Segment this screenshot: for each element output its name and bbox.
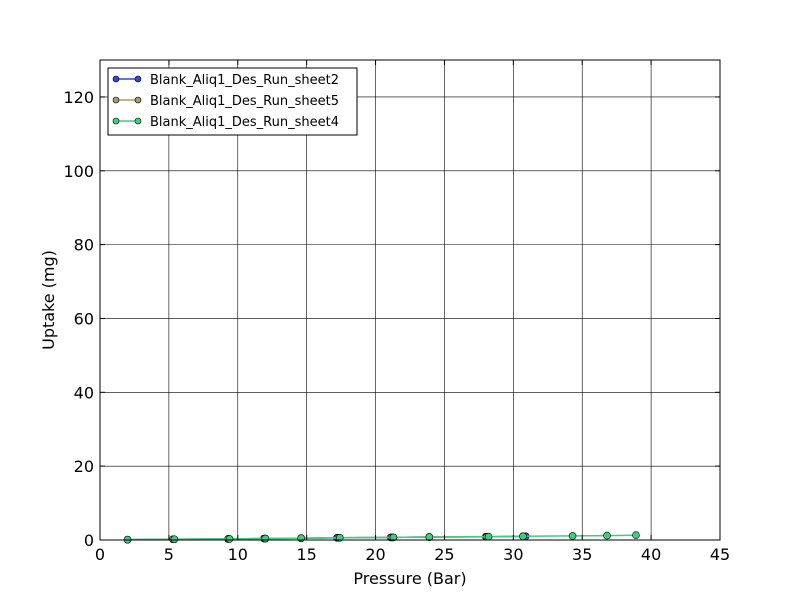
- x-tick-label: 25: [434, 545, 454, 564]
- x-tick-label: 45: [710, 545, 730, 564]
- legend-swatch-marker: [112, 75, 120, 83]
- plot-area: [100, 60, 720, 540]
- x-tick-label: 10: [228, 545, 248, 564]
- legend-label: Blank_Aliq1_Des_Run_sheet4: [150, 115, 339, 130]
- x-tick-label: 15: [296, 545, 316, 564]
- data-point: [225, 535, 234, 543]
- data-point: [568, 532, 577, 540]
- y-tick-label: 40: [74, 383, 94, 402]
- legend-swatch-marker: [134, 96, 142, 104]
- legend-swatch-marker: [134, 75, 142, 83]
- legend-box: [107, 67, 358, 136]
- plot-frame: [99, 59, 721, 541]
- legend-item: Blank_Aliq1_Des_Run_sheet2: [112, 73, 339, 88]
- data-point: [603, 531, 611, 540]
- series-layer: [123, 531, 640, 544]
- legend-swatch-marker: [112, 96, 120, 104]
- x-axis-label: Pressure (Bar): [353, 569, 466, 588]
- ticks: 0 5 10 15 20 25 30 35 40 45 0 20 40 60 80 100 120: [63, 60, 730, 564]
- y-tick-label: 0: [84, 531, 94, 550]
- y-tick-label: 20: [74, 457, 94, 476]
- legend-swatch-marker: [112, 117, 120, 125]
- data-point: [519, 532, 527, 541]
- data-point: [632, 531, 640, 540]
- legend-item: Blank_Aliq1_Des_Run_sheet5: [112, 94, 339, 109]
- legend: Blank_Aliq1_Des_Run_sheet2 Blank_Aliq1_De…: [107, 67, 358, 136]
- y-tick-label: 120: [63, 88, 94, 107]
- x-tick-label: 0: [95, 545, 105, 564]
- data-point: [425, 533, 434, 541]
- y-tick-label: 100: [63, 162, 94, 181]
- data-point: [297, 534, 305, 542]
- x-tick-label: 35: [572, 545, 592, 564]
- x-tick-label: 30: [503, 545, 523, 564]
- y-tick-label: 80: [74, 236, 94, 255]
- data-point: [261, 534, 270, 543]
- legend-item: Blank_Aliq1_Des_Run_sheet4: [112, 115, 339, 130]
- data-point: [389, 533, 398, 542]
- legend-label: Blank_Aliq1_Des_Run_sheet2: [150, 73, 339, 88]
- x-tick-label: 40: [641, 545, 661, 564]
- data-point: [484, 532, 493, 541]
- x-tick-label: 20: [365, 545, 385, 564]
- legend-swatch-marker: [134, 117, 142, 125]
- series-3: [123, 531, 640, 544]
- x-tick-label: 5: [164, 545, 174, 564]
- data-point: [170, 535, 179, 544]
- y-tick-label: 60: [74, 309, 94, 328]
- legend-label: Blank_Aliq1_Des_Run_sheet5: [150, 94, 339, 109]
- y-axis-label: Uptake (mg): [39, 250, 58, 350]
